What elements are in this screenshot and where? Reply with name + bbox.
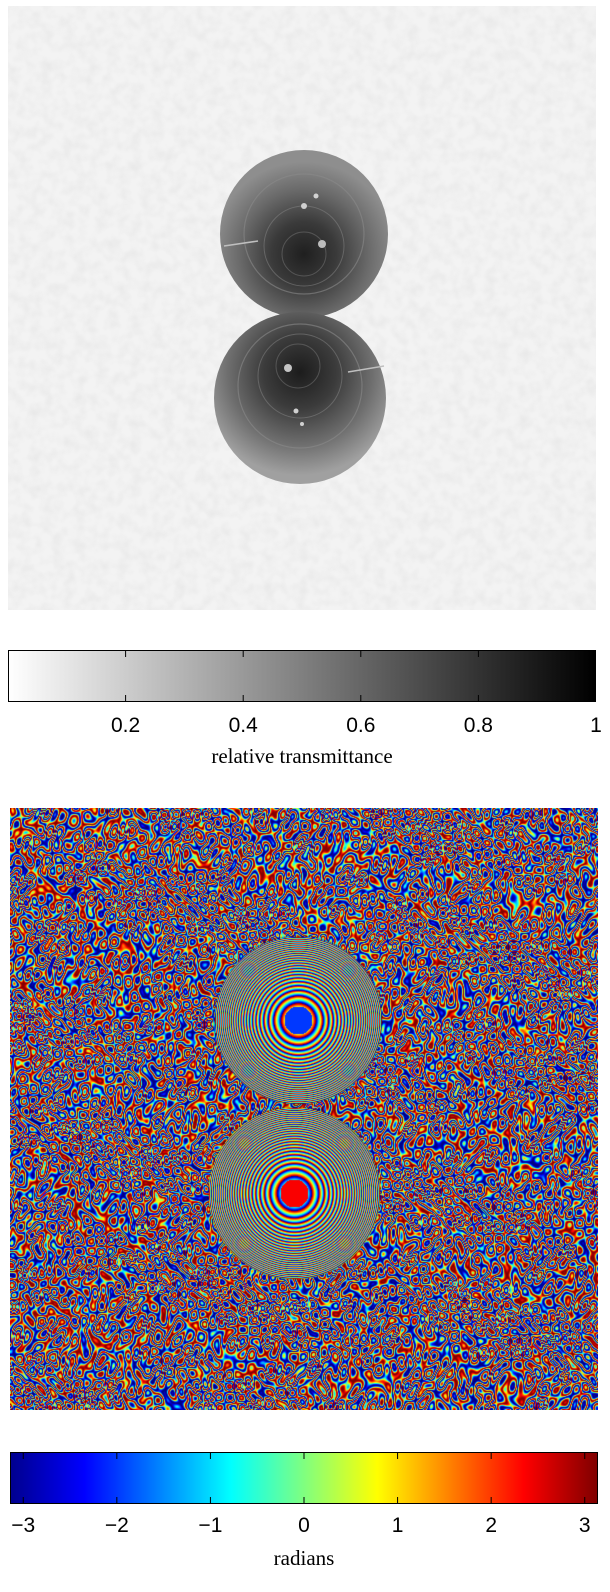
phase-colorbar-tick-label: 2 (485, 1514, 497, 1537)
transmittance-colorbar-tick-label: 1 (590, 714, 602, 737)
phase-colorbar-gradient (10, 1452, 598, 1504)
phase-colorbar (10, 1452, 598, 1504)
transmittance-colorbar-gradient (8, 650, 596, 702)
transmittance-colorbar-label: relative transmittance (211, 744, 393, 768)
phase-colorbar-label: radians (273, 1546, 335, 1570)
transmittance-svg (8, 6, 596, 610)
transmittance-colorbar-tick-label: 0.2 (110, 714, 141, 737)
transmittance-colorbar-tick-label: 0.4 (228, 714, 258, 737)
phase-colorbar-tick-labels: −3 −2 −1 0 1 2 3 (10, 1514, 598, 1540)
upper-particle (220, 150, 388, 318)
phase-image (10, 808, 598, 1410)
transmittance-colorbar-tick-label: 0.6 (346, 714, 376, 737)
phase-canvas (10, 808, 598, 1410)
lower-particle (214, 312, 386, 484)
transmittance-colorbar-ticks (125, 650, 596, 702)
phase-colorbar-tick-label: 1 (391, 1514, 404, 1537)
transmittance-image (8, 6, 596, 610)
transmittance-colorbar (8, 650, 596, 702)
phase-colorbar-tick-label: 0 (298, 1514, 310, 1537)
phase-colorbar-tick-label: −1 (198, 1514, 223, 1537)
phase-colorbar-ticks (22, 1452, 586, 1504)
transmittance-colorbar-tick-labels: 0.2 0.4 0.6 0.8 1 (8, 714, 602, 740)
phase-colorbar-tick-label: −2 (104, 1514, 129, 1537)
transmittance-colorbar-tick-label: 0.8 (463, 714, 493, 737)
phase-colorbar-tick-label: 3 (578, 1514, 591, 1537)
phase-colorbar-tick-label: −3 (11, 1514, 36, 1537)
